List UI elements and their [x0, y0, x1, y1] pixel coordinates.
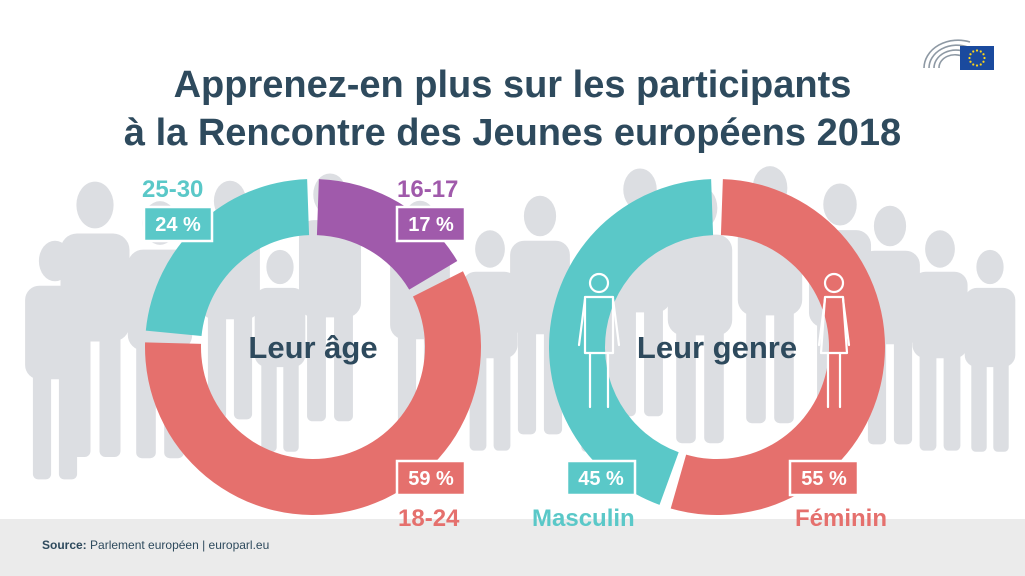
person-silhouette [510, 195, 570, 435]
male-figure-icon [577, 272, 621, 409]
eu-star [972, 63, 975, 66]
category-label: 16-17 [397, 176, 458, 203]
value-label-text: 55 % [801, 468, 847, 490]
value-label: 59 % [395, 459, 467, 497]
value-label: 17 % [395, 205, 467, 243]
donut-title: Leur âge [248, 330, 377, 365]
value-label-text: 24 % [155, 214, 201, 236]
category-label: Masculin [532, 505, 635, 532]
slice-18-24 [145, 271, 481, 515]
eu-flag-icon [960, 46, 994, 70]
person-silhouette [25, 240, 85, 480]
eu-star [972, 50, 975, 53]
eu-star [982, 60, 985, 63]
eu-star [969, 53, 972, 56]
value-label: 24 % [142, 205, 214, 243]
person-silhouette [912, 230, 968, 451]
category-label: 25-30 [142, 176, 203, 203]
source-label: Source: [42, 538, 87, 552]
source-text: Parlement européen | europarl.eu [90, 538, 270, 552]
title-line-1: Apprenez-en plus sur les participants [173, 64, 852, 106]
category-label: 18-24 [398, 505, 460, 532]
person-silhouette [254, 249, 306, 452]
donut-age: Leur âge [145, 179, 481, 515]
value-label-text: 45 % [578, 468, 624, 490]
eu-star [979, 50, 982, 53]
donut-gender: Leur genre [549, 179, 886, 516]
title-line-2: à la Rencontre des Jeunes européens 2018 [123, 112, 902, 154]
donut-title: Leur genre [637, 330, 797, 365]
parliament-logo-icon [923, 39, 994, 70]
slice-Féminin [670, 179, 886, 516]
eu-star [979, 63, 982, 66]
footer-bar [0, 519, 1025, 576]
person-silhouette [298, 173, 362, 422]
eu-star [975, 49, 979, 52]
female-figure-icon [817, 272, 851, 409]
slice-25-30 [145, 179, 310, 337]
eu-star [983, 56, 986, 60]
person-silhouette [964, 249, 1016, 452]
eu-star [969, 60, 972, 63]
eu-star [968, 56, 971, 60]
eu-star [982, 53, 985, 56]
source-note: Source: Parlement européen | europarl.eu [42, 538, 269, 552]
value-label-text: 59 % [408, 468, 454, 490]
value-label: 45 % [565, 459, 637, 497]
value-label-text: 17 % [408, 214, 454, 236]
eu-star [975, 64, 979, 67]
category-label: Féminin [795, 505, 887, 532]
slice-Masculin [549, 179, 714, 505]
slice-16-17 [316, 179, 458, 290]
value-label: 55 % [788, 459, 860, 497]
